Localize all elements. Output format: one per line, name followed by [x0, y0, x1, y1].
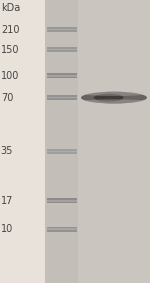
Ellipse shape	[81, 92, 147, 96]
Text: 150: 150	[1, 44, 19, 55]
Bar	[46, 232, 76, 233]
Ellipse shape	[81, 99, 147, 104]
Bar	[46, 151, 76, 152]
Bar	[46, 149, 76, 154]
Bar	[46, 204, 76, 205]
Text: 70: 70	[1, 93, 13, 103]
Bar	[46, 200, 76, 202]
Bar	[46, 79, 76, 80]
Bar	[45, 0, 78, 283]
Bar	[46, 228, 76, 230]
Bar	[46, 198, 76, 203]
Bar	[45, 0, 150, 283]
Text: 35: 35	[1, 146, 13, 156]
Bar	[46, 100, 76, 102]
Bar	[46, 29, 76, 31]
Bar	[46, 27, 76, 32]
Text: 210: 210	[1, 25, 19, 35]
Bar	[46, 227, 76, 232]
Bar	[46, 97, 76, 98]
Bar	[46, 75, 76, 77]
Text: 10: 10	[1, 224, 13, 234]
Text: 100: 100	[1, 71, 19, 81]
Bar	[46, 52, 76, 54]
Bar	[46, 33, 76, 34]
Ellipse shape	[94, 94, 124, 102]
Bar	[46, 49, 76, 50]
Bar	[46, 73, 76, 78]
Ellipse shape	[109, 95, 145, 100]
Bar	[46, 47, 76, 52]
Bar	[78, 0, 150, 283]
Text: kDa: kDa	[1, 3, 20, 14]
Bar	[46, 154, 76, 156]
Bar	[46, 95, 76, 100]
Ellipse shape	[81, 92, 147, 104]
Text: 17: 17	[1, 196, 13, 206]
